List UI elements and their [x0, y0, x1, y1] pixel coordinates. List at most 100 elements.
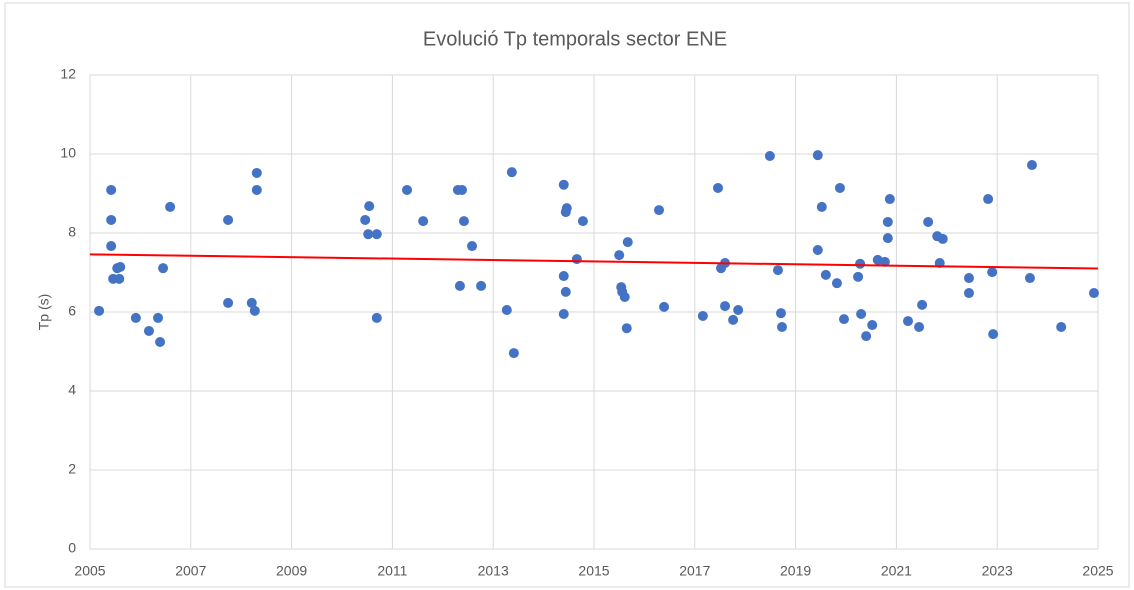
point: [614, 250, 625, 261]
point: [246, 297, 257, 308]
point: [776, 322, 787, 333]
point: [249, 305, 260, 316]
point: [1088, 288, 1099, 299]
point: [983, 194, 994, 205]
point: [914, 322, 925, 333]
point: [577, 216, 588, 227]
point: [1024, 273, 1035, 284]
point: [115, 261, 126, 272]
point: [571, 254, 582, 265]
y-tick-label: 4: [68, 382, 76, 398]
point: [251, 184, 262, 195]
x-tick-label: 2013: [478, 563, 509, 579]
x-tick-label: 2017: [679, 563, 710, 579]
point: [882, 216, 893, 227]
point: [728, 314, 739, 325]
point: [155, 337, 166, 348]
trendline: [89, 253, 1099, 270]
point: [467, 241, 478, 252]
point: [130, 312, 141, 323]
point: [963, 288, 974, 299]
point: [831, 278, 842, 289]
point: [659, 301, 670, 312]
point: [988, 329, 999, 340]
point: [560, 207, 571, 218]
point: [558, 271, 569, 282]
point: [506, 167, 517, 178]
point: [654, 205, 665, 216]
x-tick-label: 2005: [74, 563, 105, 579]
point: [812, 150, 823, 161]
point: [775, 308, 786, 319]
point: [363, 229, 374, 240]
y-tick-label: 2: [68, 461, 76, 477]
point: [476, 280, 487, 291]
x-tick-label: 2015: [578, 563, 609, 579]
point: [834, 182, 845, 193]
y-tick-label: 6: [68, 303, 76, 319]
point: [838, 314, 849, 325]
point: [364, 201, 375, 212]
chart-title: Evolució Tp temporals sector ENE: [423, 28, 727, 50]
point: [458, 216, 469, 227]
y-tick-label: 10: [60, 145, 76, 161]
point: [621, 323, 632, 334]
point: [153, 312, 164, 323]
point: [114, 273, 125, 284]
point: [143, 325, 154, 336]
point: [720, 301, 731, 312]
point: [223, 297, 234, 308]
point: [812, 244, 823, 255]
point: [360, 214, 371, 225]
point: [772, 265, 783, 276]
point: [418, 216, 429, 227]
x-tick-label: 2009: [276, 563, 307, 579]
point: [902, 316, 913, 327]
x-tick-label: 2025: [1082, 563, 1113, 579]
point: [1026, 160, 1037, 171]
point: [371, 312, 382, 323]
point: [733, 305, 744, 316]
point: [856, 308, 867, 319]
point: [1056, 322, 1067, 333]
point: [501, 305, 512, 316]
point: [456, 184, 467, 195]
point: [816, 201, 827, 212]
y-tick-label: 12: [60, 66, 76, 82]
point: [622, 237, 633, 248]
point: [106, 184, 117, 195]
point: [764, 150, 775, 161]
point: [558, 179, 569, 190]
point: [697, 310, 708, 321]
point: [937, 233, 948, 244]
point: [867, 320, 878, 331]
point: [223, 214, 234, 225]
point: [454, 280, 465, 291]
point: [106, 241, 117, 252]
point: [94, 305, 105, 316]
point: [884, 194, 895, 205]
point: [987, 267, 998, 278]
point: [712, 182, 723, 193]
y-axis-label: Tp (s): [36, 294, 52, 331]
x-tick-label: 2019: [780, 563, 811, 579]
point: [508, 348, 519, 359]
point: [560, 286, 571, 297]
point: [855, 258, 866, 269]
y-tick-label: 0: [68, 540, 76, 556]
point: [923, 216, 934, 227]
point: [158, 263, 169, 274]
point: [820, 269, 831, 280]
point: [371, 229, 382, 240]
point: [619, 291, 630, 302]
x-tick-label: 2023: [982, 563, 1013, 579]
point: [558, 308, 569, 319]
point: [853, 271, 864, 282]
point: [165, 201, 176, 212]
point: [106, 214, 117, 225]
x-tick-label: 2007: [175, 563, 206, 579]
x-tick-label: 2021: [881, 563, 912, 579]
point: [402, 184, 413, 195]
point: [879, 256, 890, 267]
